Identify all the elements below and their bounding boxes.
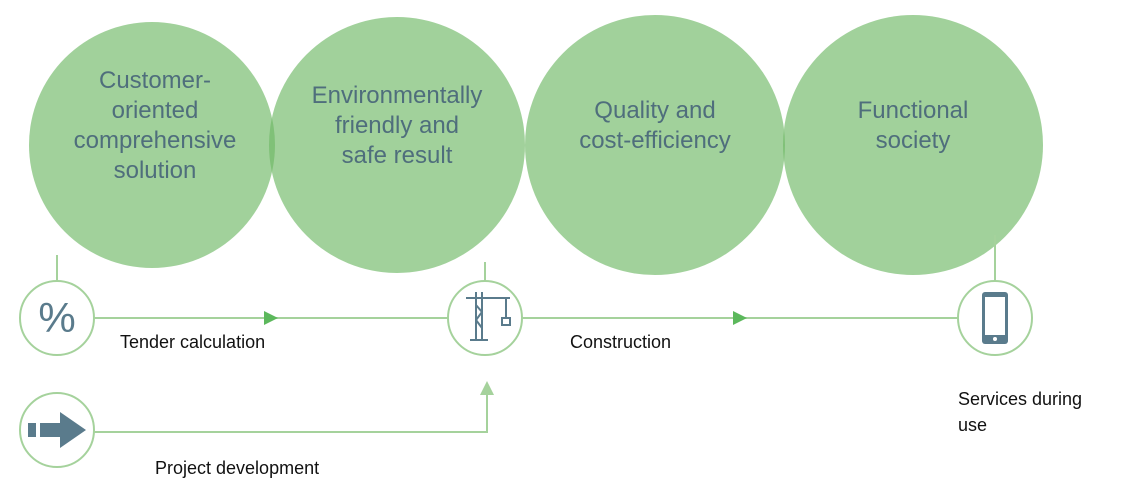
step-label: Services during xyxy=(958,389,1082,409)
circle-label: oriented xyxy=(112,97,199,124)
icon-circle xyxy=(19,280,95,356)
circle-label: cost-efficiency xyxy=(579,127,731,154)
circle-label: Customer- xyxy=(99,67,211,94)
texts: Customer-oriented comprehensive solution En… xyxy=(74,67,1082,478)
circle xyxy=(783,15,1043,275)
phone-icon xyxy=(982,292,1008,344)
connectors xyxy=(56,235,996,433)
step-label: use xyxy=(958,415,987,435)
circle-label: Environmentally xyxy=(312,82,483,109)
circle xyxy=(525,15,785,275)
step-label: Project development xyxy=(155,458,319,478)
percent-icon: % xyxy=(38,294,75,341)
circle-label: Functional xyxy=(858,97,969,124)
arrow-head xyxy=(733,311,747,325)
big-circles xyxy=(29,15,1043,275)
circle xyxy=(29,22,275,268)
circle-label: society xyxy=(876,127,951,154)
step-label: Construction xyxy=(570,332,671,352)
icon-circle xyxy=(447,280,523,356)
crane-icon xyxy=(466,292,511,341)
circle-label: Quality and xyxy=(594,97,715,124)
arrow-head xyxy=(480,381,494,395)
arrow-icon xyxy=(28,412,86,448)
circle-label: solution xyxy=(114,157,197,184)
circle-label: friendly and xyxy=(335,112,459,139)
connector xyxy=(94,385,488,433)
circle-label: comprehensive xyxy=(74,127,237,154)
arrow-head xyxy=(264,311,278,325)
circle-label: safe result xyxy=(342,142,453,169)
step-label: Tender calculation xyxy=(120,332,265,352)
small-circles: % xyxy=(19,280,1033,468)
circle xyxy=(269,17,525,273)
